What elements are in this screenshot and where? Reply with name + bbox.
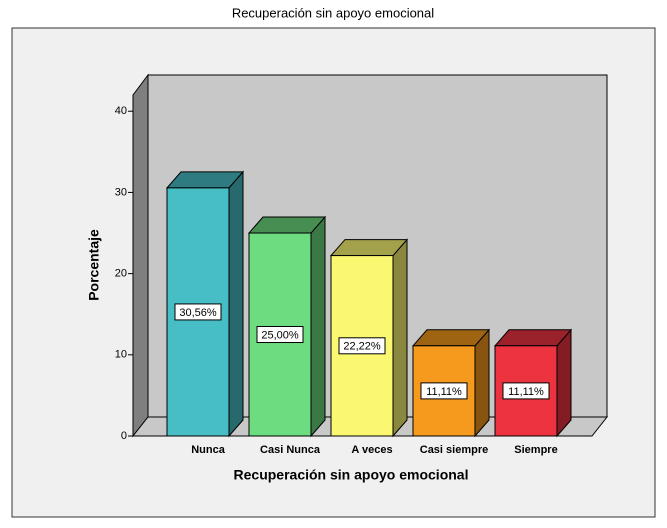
value-label: 11,11% (426, 386, 462, 398)
bar-top (411, 329, 491, 347)
bar-side (310, 215, 326, 438)
y-tick-label: 0 (121, 430, 127, 442)
x-tick-label: Casi siempre (420, 444, 488, 456)
y-axis-title: Porcentaje (86, 229, 102, 301)
value-label-box (174, 303, 222, 321)
bar-side (474, 328, 490, 438)
value-label-box (256, 326, 304, 344)
chart-title: Recuperación sin apoyo emocional (232, 5, 434, 20)
value-label: 11,11% (508, 386, 544, 398)
y-tick-label: 40 (115, 105, 127, 117)
value-label: 30,56% (179, 307, 217, 319)
y-tick-label: 30 (115, 186, 127, 198)
value-label: 22,22% (343, 341, 381, 353)
bar-side (392, 238, 408, 438)
bar-side (228, 170, 244, 438)
value-label: 25,00% (261, 329, 299, 341)
bar-top (329, 239, 409, 257)
value-label-box (338, 337, 386, 355)
x-axis-title: Recuperación sin apoyo emocional (234, 467, 469, 483)
x-tick-label: Nunca (191, 444, 226, 456)
bar-side (556, 328, 572, 438)
bar-top (247, 216, 327, 234)
x-tick-label: Siempre (514, 444, 557, 456)
value-label-box (420, 382, 468, 400)
y-tick-label: 10 (115, 349, 127, 361)
value-label-box (502, 382, 550, 400)
side-wall (132, 73, 149, 438)
x-tick-label: Casi Nunca (260, 444, 321, 456)
bar-top (493, 329, 573, 347)
bar-top (165, 171, 245, 189)
y-tick-label: 20 (115, 268, 127, 280)
x-tick-label: A veces (351, 444, 392, 456)
